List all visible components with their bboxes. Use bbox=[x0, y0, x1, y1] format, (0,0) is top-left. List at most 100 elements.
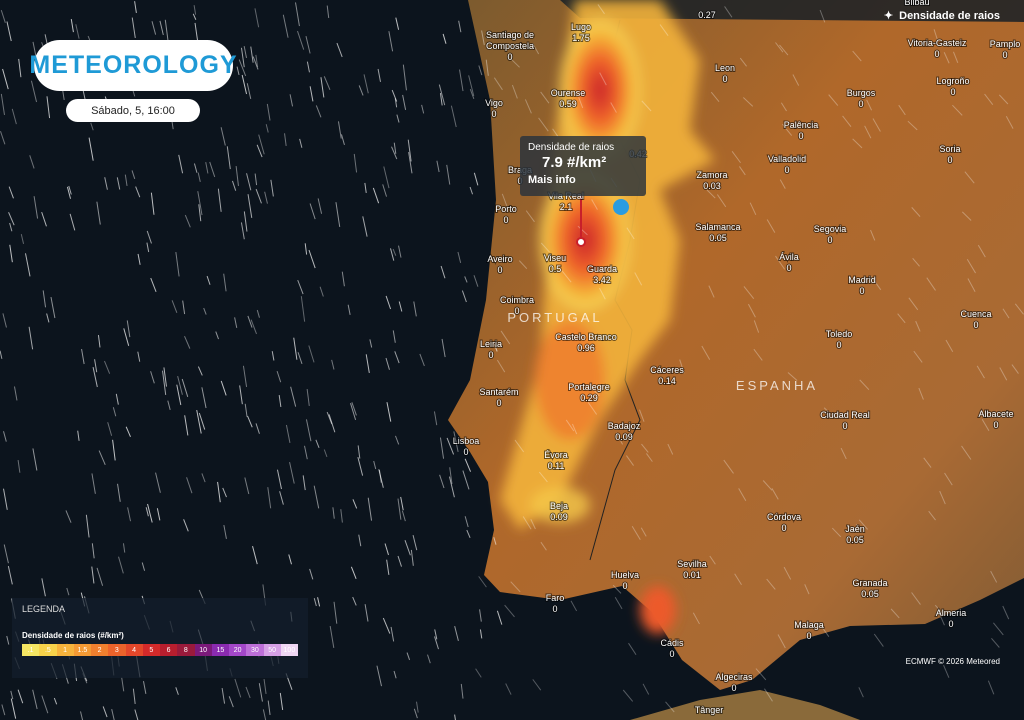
wind-streak bbox=[907, 120, 918, 131]
wind-streak bbox=[626, 455, 634, 466]
wind-streak bbox=[32, 689, 38, 710]
wind-streak bbox=[493, 77, 503, 91]
city-value: 0.09 bbox=[615, 432, 633, 442]
wind-streak bbox=[571, 423, 578, 435]
wind-streak bbox=[384, 543, 389, 556]
wind-streak bbox=[459, 69, 464, 92]
wind-streak bbox=[587, 402, 598, 415]
wind-streak bbox=[155, 472, 161, 493]
wind-streak bbox=[478, 576, 487, 588]
wind-streak bbox=[236, 66, 240, 76]
wind-streak bbox=[775, 42, 784, 53]
city-value: 0 bbox=[722, 74, 727, 84]
wind-streak bbox=[873, 633, 884, 647]
wind-streak bbox=[197, 172, 201, 182]
wind-streak bbox=[256, 144, 263, 158]
wind-streak bbox=[209, 161, 216, 178]
wind-streak bbox=[331, 359, 335, 370]
wind-streak bbox=[961, 211, 972, 221]
city-name: Ciudad Real bbox=[820, 410, 870, 420]
wind-streak bbox=[240, 47, 245, 68]
legend-step: .5 bbox=[39, 644, 57, 656]
wind-streak bbox=[967, 278, 976, 292]
wind-streak bbox=[184, 415, 189, 436]
popup-link[interactable]: Mais info bbox=[528, 174, 576, 186]
wind-streak bbox=[357, 457, 364, 476]
wind-streak bbox=[279, 491, 284, 505]
wind-streak bbox=[197, 191, 203, 216]
wind-streak bbox=[706, 189, 716, 199]
wind-streak bbox=[117, 483, 121, 502]
wind-streak bbox=[897, 313, 906, 324]
wind-streak bbox=[41, 211, 47, 227]
wind-streak bbox=[125, 426, 131, 438]
wind-streak bbox=[8, 212, 15, 226]
city-value: 0 bbox=[1002, 50, 1007, 60]
wind-streak bbox=[282, 14, 289, 38]
legend-scale: .1.5 1 1.5 2 3 4 5 6 8 10 15 20 30 50 100 bbox=[22, 644, 298, 656]
wind-streak bbox=[743, 286, 755, 300]
wind-streak bbox=[434, 636, 439, 650]
wind-streak bbox=[1011, 364, 1019, 374]
wind-streak bbox=[235, 165, 239, 186]
wind-streak bbox=[394, 351, 400, 364]
wind-streak bbox=[1005, 116, 1014, 129]
city-value: 0 bbox=[798, 131, 803, 141]
wind-streak bbox=[397, 555, 402, 567]
wind-streak bbox=[220, 380, 227, 396]
wind-streak bbox=[186, 477, 193, 494]
city-value: 0 bbox=[947, 155, 952, 165]
wind-streak bbox=[46, 313, 50, 323]
country-name: PORTUGAL bbox=[507, 310, 602, 325]
city-value: 0 bbox=[950, 87, 955, 97]
wind-streak bbox=[738, 488, 747, 502]
wind-streak bbox=[364, 182, 367, 194]
wind-streak bbox=[540, 91, 550, 104]
wind-streak bbox=[373, 460, 377, 470]
city-name: Bilbau bbox=[904, 0, 929, 7]
wind-streak bbox=[926, 277, 936, 291]
wind-streak bbox=[397, 498, 402, 520]
wind-streak bbox=[679, 359, 685, 374]
logo[interactable]: METEOROLOGY bbox=[29, 40, 237, 91]
wind-streak bbox=[217, 188, 222, 212]
country-name: ESPANHA bbox=[736, 378, 818, 393]
wind-streak bbox=[453, 431, 459, 453]
city-name: Albacete bbox=[978, 409, 1013, 419]
wind-streak bbox=[943, 664, 950, 678]
wind-streak bbox=[335, 202, 341, 227]
location-marker[interactable] bbox=[576, 237, 586, 247]
wind-streak bbox=[383, 166, 390, 189]
user-pin[interactable] bbox=[613, 199, 629, 215]
wind-streak bbox=[468, 75, 475, 97]
layer-button[interactable]: ✦ Densidade de raios bbox=[884, 9, 1000, 22]
wind-streak bbox=[710, 91, 720, 102]
legend-step: 30 bbox=[246, 644, 264, 656]
wind-streak bbox=[540, 541, 547, 551]
wind-streak bbox=[271, 351, 275, 361]
wind-streak bbox=[300, 296, 306, 322]
city-value: 0 bbox=[827, 235, 832, 245]
city-value: 0 bbox=[669, 649, 674, 659]
wind-streak bbox=[297, 30, 305, 50]
wind-streak bbox=[150, 192, 155, 215]
wind-streak bbox=[998, 94, 1009, 105]
wind-streak bbox=[150, 277, 157, 292]
wind-streak bbox=[245, 686, 251, 699]
wind-streak bbox=[518, 260, 528, 270]
wind-streak bbox=[626, 227, 635, 240]
wind-streak bbox=[890, 608, 900, 619]
legend-step: 15 bbox=[211, 644, 229, 656]
wind-streak bbox=[412, 534, 418, 551]
wind-streak bbox=[577, 225, 588, 236]
wind-streak bbox=[779, 44, 789, 56]
wind-streak bbox=[692, 612, 700, 625]
city-name: Compostela bbox=[486, 41, 534, 51]
wind-streak bbox=[382, 184, 387, 197]
city-name: Valladolid bbox=[768, 154, 806, 164]
wind-streak bbox=[944, 472, 953, 486]
city-value: 0 bbox=[497, 265, 502, 275]
wind-streak bbox=[288, 554, 292, 565]
city-value: 0.01 bbox=[683, 570, 701, 580]
